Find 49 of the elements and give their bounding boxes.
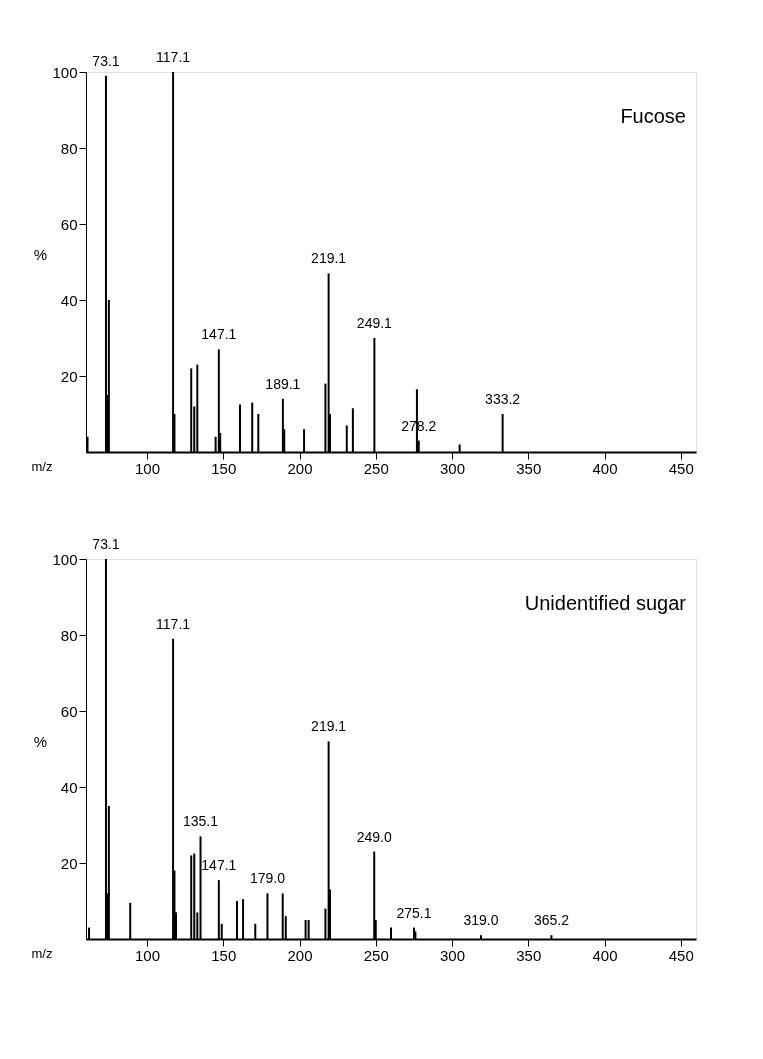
text: Fucose — [620, 105, 686, 127]
x-tick-label: 450 — [668, 946, 694, 964]
text: Unidentified sugar — [524, 592, 687, 614]
annotation: 319.0 — [463, 912, 499, 929]
annotation: 73.1 — [92, 52, 120, 69]
y-tick-label: 40 — [60, 778, 78, 796]
x-tick-label: 100 — [134, 459, 161, 477]
y-tick-label: 100 — [52, 550, 78, 568]
x-tick-label: 150 — [211, 946, 237, 964]
annotation: 365.2 — [533, 912, 570, 929]
annotation: 275.1 — [396, 904, 432, 921]
x-tick-label: 350 — [516, 946, 542, 964]
x-tick-label: 150 — [211, 459, 237, 477]
annotation: 249.0 — [356, 828, 392, 845]
annotation: 219.1 — [311, 718, 347, 735]
x-tick-label: 100 — [134, 946, 161, 964]
x-tick-label: 400 — [592, 459, 618, 477]
annotation: 117.1 — [156, 49, 191, 65]
y-tick-label: 60 — [60, 702, 78, 720]
annotation: 219.1 — [311, 250, 347, 267]
x-tick-label: 300 — [439, 946, 466, 964]
x-tick-label: 250 — [363, 459, 389, 477]
annotation: 147.1 — [201, 326, 237, 343]
y-tick-label: 100 — [52, 63, 78, 81]
annotation: 73.1 — [92, 536, 120, 552]
annotation: 147.1 — [201, 857, 237, 874]
annotation: 117.1 — [156, 615, 191, 632]
x-tick-label: 450 — [668, 459, 694, 477]
y-tick-label: 20 — [60, 367, 78, 385]
x-tick-label: 250 — [363, 946, 389, 964]
y-axis-title: % — [33, 732, 48, 750]
y-tick-label: 40 — [60, 291, 78, 309]
y-tick-label: 60 — [60, 215, 78, 233]
y-tick-label: 80 — [60, 139, 78, 157]
x-axis-title: m/z — [31, 458, 53, 474]
annotation: 189.1 — [265, 375, 301, 392]
x-tick-label: 200 — [287, 946, 313, 964]
y-axis-title: % — [33, 245, 48, 263]
annotation: 179.0 — [249, 870, 286, 887]
annotation: 135.1 — [183, 813, 219, 830]
annotation: 333.2 — [485, 391, 521, 407]
x-tick-label: 300 — [439, 459, 466, 477]
y-tick-label: 80 — [60, 626, 78, 644]
x-axis-title: m/z — [31, 945, 53, 961]
y-tick-label: 20 — [60, 854, 78, 872]
annotation: 249.1 — [356, 315, 393, 331]
x-tick-label: 350 — [516, 459, 542, 477]
x-tick-label: 400 — [592, 946, 618, 964]
x-tick-label: 200 — [287, 459, 313, 477]
